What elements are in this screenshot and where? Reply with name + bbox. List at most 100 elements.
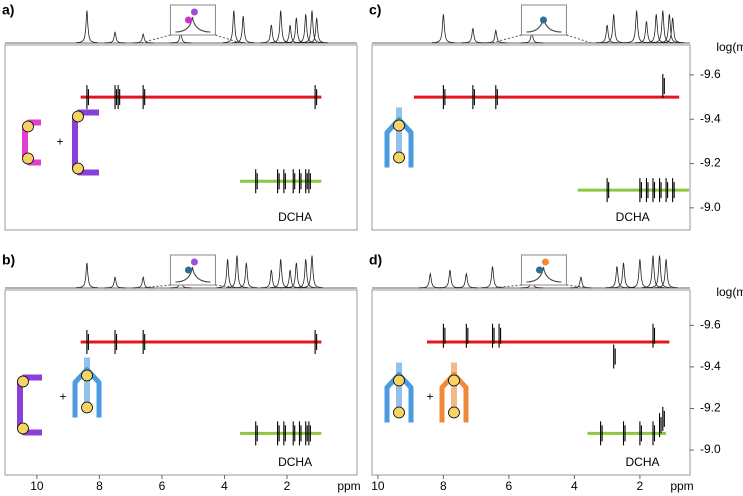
y-axis-label: log(m²/s) (716, 285, 743, 299)
cartoon-site (22, 120, 34, 133)
spectrum-peak (305, 17, 328, 44)
cross-peak (606, 178, 610, 203)
cross-peak (114, 85, 118, 110)
spectrum-peak (661, 17, 685, 44)
plus-sign: + (426, 390, 433, 404)
spectrum-peak (132, 32, 155, 44)
x-axis-label: ppm (670, 479, 693, 493)
spectrum-peak (605, 266, 629, 289)
cross-peak (298, 169, 302, 194)
spectrum-peak (454, 272, 478, 289)
spectrum-peak (104, 276, 126, 289)
cross-peak (283, 169, 286, 194)
cartoon-site (72, 110, 84, 123)
cross-peak (86, 85, 89, 110)
spectrum-peak (75, 262, 98, 289)
cross-peak (465, 323, 469, 348)
spectrum-peak (481, 266, 504, 289)
spectrum-peak (260, 24, 283, 44)
plus-sign: + (56, 135, 63, 149)
spectrum-peak (628, 259, 652, 289)
cross-peak (613, 344, 616, 369)
cross-peak (308, 169, 311, 194)
y-tick-label: -9.2 (700, 401, 721, 415)
cross-peak (314, 329, 318, 354)
cartoon-site (393, 119, 405, 132)
cartoon-site (81, 401, 93, 414)
spectrum-peak (569, 276, 593, 289)
spectrum-peak (226, 255, 248, 289)
spectrum-peak (431, 14, 455, 44)
cross-peak (255, 169, 258, 194)
cartoon-site (448, 374, 460, 387)
spectrum-peak (602, 14, 626, 44)
inset-dot (535, 266, 543, 274)
x-tick-label: 2 (284, 479, 291, 493)
spectrum-peak (260, 269, 283, 289)
zoom-pointer (140, 34, 241, 44)
spectrum-peak (651, 10, 675, 44)
spectrum-peak (104, 31, 126, 44)
y-tick-label: -9.0 (700, 442, 721, 456)
cartoon-site (393, 374, 405, 387)
cross-peak (472, 85, 475, 110)
spectrum-peak (301, 10, 323, 44)
cartoon-site (22, 152, 34, 165)
x-tick-label: 6 (159, 479, 166, 493)
cross-peak (114, 329, 118, 354)
inset-dot (190, 258, 198, 266)
x-axis-label: ppm (337, 479, 360, 493)
cartoon-site (393, 406, 405, 419)
cross-peak (308, 421, 311, 446)
cross-peak (142, 329, 146, 354)
spectrum-peak (611, 262, 636, 289)
annotation: DCHA (625, 455, 659, 469)
x-tick-label: 6 (506, 479, 513, 493)
spectrum-peak (648, 255, 671, 289)
cross-peak (672, 178, 675, 203)
spectrum-peak (484, 29, 508, 44)
plus-sign: + (59, 390, 66, 404)
y-tick-label: -9.6 (700, 67, 721, 81)
cross-peak (652, 323, 656, 348)
cross-peak (442, 323, 446, 348)
cross-peak (600, 421, 603, 446)
cartoon-site (81, 369, 93, 382)
spectrum-peak (132, 276, 155, 289)
y-tick-label: -9.4 (700, 111, 721, 125)
y-tick-label: -9.6 (700, 318, 721, 332)
cross-peak (86, 329, 89, 354)
cross-peak (652, 178, 656, 203)
panel-label: d) (369, 252, 382, 268)
spectrum-peak (625, 10, 649, 44)
cross-peak (277, 169, 280, 194)
y-axis-label: log(m²/s) (716, 40, 743, 54)
x-tick-label: 8 (440, 479, 447, 493)
panel-label: c) (369, 2, 381, 18)
cross-peak (658, 178, 662, 203)
zoom-pointer (491, 34, 592, 44)
spectrum-peak (216, 259, 239, 289)
cross-peak (491, 323, 495, 348)
plot-frame (4, 44, 358, 231)
cross-peak (622, 421, 626, 446)
cross-peak (292, 169, 296, 194)
cross-peak (662, 406, 665, 431)
cartoon-site (17, 422, 29, 435)
cross-peak (305, 169, 308, 194)
cross-peak (298, 421, 302, 446)
inset-peak (526, 266, 562, 283)
cross-peak (639, 421, 642, 446)
cross-peak (277, 421, 280, 446)
cross-peak (495, 85, 498, 110)
cross-peak (662, 73, 665, 98)
inset-dot (190, 8, 198, 16)
spectrum-peak (232, 15, 255, 44)
cross-peak (117, 85, 121, 110)
zoom-pointer (491, 284, 592, 289)
x-tick-label: 2 (637, 479, 644, 493)
cross-peak (305, 421, 308, 446)
cross-peak (639, 178, 642, 203)
inset-dot (539, 16, 547, 24)
